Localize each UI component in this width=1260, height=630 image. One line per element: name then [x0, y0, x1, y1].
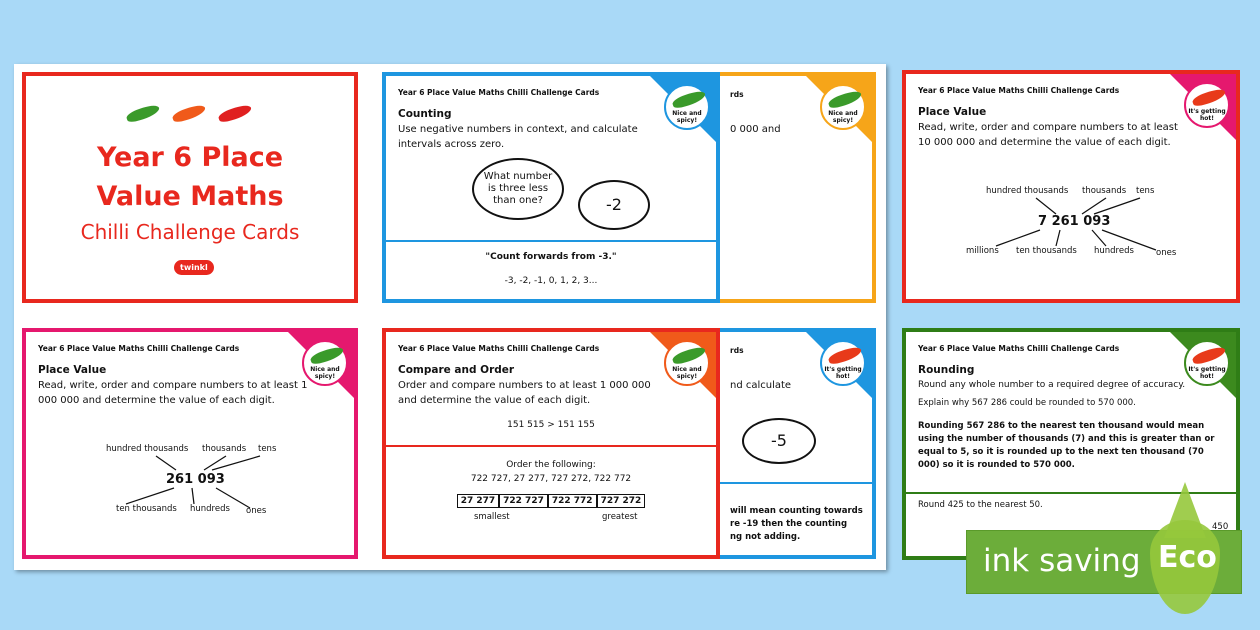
pv-label: hundred thousands	[986, 186, 1069, 196]
title-line1: Year 6 Place	[96, 142, 284, 173]
chilli-icons	[125, 103, 266, 128]
pv-label: hundred thousands	[106, 444, 189, 454]
card-compare-order: Nice and spicy! Year 6 Place Value Maths…	[382, 328, 720, 559]
question-bubble: What number is three less than one?	[472, 158, 564, 220]
pv-arrows	[125, 455, 261, 509]
greatest-label: greatest	[602, 512, 638, 522]
pv-label: thousands	[202, 444, 247, 454]
pv-label: hundreds	[190, 504, 230, 514]
card-place-value-small: Nice and spicy! Year 6 Place Value Maths…	[22, 328, 358, 559]
title-card: Year 6 Place Value Maths Chilli Challeng…	[22, 72, 358, 303]
pv-label: ten thousands	[1016, 246, 1077, 256]
card-header: Year 6 Place Value Maths Chilli Challeng…	[918, 344, 1120, 353]
badge-text: It's getting hot!	[1188, 366, 1226, 380]
card-text: nd calculate	[730, 380, 792, 391]
smallest-label: smallest	[474, 512, 510, 522]
ordered-box: 727 272	[596, 494, 646, 508]
card-desc: Read, write, order and compare numbers t…	[918, 122, 1178, 148]
pv-label: tens	[258, 444, 277, 454]
card-desc: Read, write, order and compare numbers t…	[38, 380, 308, 406]
card-place-value-large: It's getting hot! Year 6 Place Value Mat…	[902, 70, 1240, 303]
number-list: 722 727, 27 277, 727 272, 722 772	[470, 474, 632, 484]
pv-label: tens	[1136, 186, 1155, 196]
question: Explain why 567 286 could be rounded to …	[918, 398, 1136, 408]
pv-label: millions	[966, 246, 999, 256]
ink-saving-text: ink saving	[983, 543, 1141, 579]
pv-label: thousands	[1082, 186, 1127, 196]
card-desc: Order and compare numbers to at least 1 …	[398, 380, 651, 406]
card-desc: Round any whole number to a required deg…	[918, 380, 1186, 390]
title-line2: Value Maths	[96, 181, 284, 212]
answer-bubble: -5	[742, 418, 816, 464]
card-text: 0 000 and	[730, 124, 781, 135]
pv-number: 7 261 093	[1038, 214, 1111, 229]
badge-text: It's getting hot!	[1188, 108, 1226, 122]
card-counting: Nice and spicy! Year 6 Place Value Maths…	[382, 72, 720, 303]
answer-2: 450	[1212, 522, 1229, 532]
prompt: "Count forwards from -3."	[485, 252, 617, 262]
pv-label: ten thousands	[116, 504, 177, 514]
card-header: Year 6 Place Value Maths Chilli Challeng…	[398, 88, 600, 97]
answer-line: re -19 then the counting	[730, 519, 848, 529]
title-line3: Chilli Challenge Cards	[80, 220, 300, 244]
ordered-box: 722 727	[499, 494, 548, 508]
card-header: Year 6 Place Value Maths Chilli Challeng…	[918, 86, 1120, 95]
card-header: rds	[730, 346, 744, 355]
pv-label: hundreds	[1094, 246, 1134, 256]
card-blue-partial: It's getting hot! rds nd calculate -5 wi…	[700, 328, 876, 559]
eco-text: Eco	[1158, 540, 1217, 575]
card-desc: Use negative numbers in context, and cal…	[398, 124, 638, 150]
answer-bubble: -2	[578, 180, 650, 230]
answer: Rounding 567 286 to the nearest ten thou…	[918, 421, 1215, 470]
card-title: Counting	[398, 108, 452, 120]
badge-text: Nice and spicy!	[672, 366, 702, 380]
card-header: rds	[730, 90, 744, 99]
pv-number: 261 093	[166, 472, 225, 487]
prompt: Order the following:	[506, 460, 596, 470]
ordered-box: 722 772	[547, 494, 597, 508]
card-title: Place Value	[38, 364, 107, 376]
twinkl-logo: twinkl	[174, 260, 214, 275]
badge-text: Nice and spicy!	[828, 110, 858, 124]
droplet-tip	[1164, 482, 1206, 538]
badge-text: Nice and spicy!	[672, 110, 702, 124]
pv-label: ones	[246, 506, 267, 516]
ordered-boxes: 27 277 722 727 722 772 727 272	[386, 494, 716, 508]
question-2: Round 425 to the nearest 50.	[918, 500, 1043, 510]
badge-text: Nice and spicy!	[310, 366, 340, 380]
ordered-box: 27 277	[456, 494, 500, 508]
example: 151 515 > 151 155	[507, 420, 595, 430]
answer-line: ng not adding.	[730, 532, 801, 542]
card-title: Rounding	[918, 364, 975, 376]
card-orange-partial: Nice and spicy! rds 0 000 and	[700, 72, 876, 303]
card-header: Year 6 Place Value Maths Chilli Challeng…	[38, 344, 240, 353]
card-title: Compare and Order	[398, 364, 515, 376]
badge-text: It's getting hot!	[824, 366, 862, 380]
pv-label: ones	[1156, 248, 1177, 258]
card-header: Year 6 Place Value Maths Chilli Challeng…	[398, 344, 600, 353]
answer-line: will mean counting towards	[730, 506, 863, 516]
card-title: Place Value	[918, 106, 987, 118]
sequence: -3, -2, -1, 0, 1, 2, 3...	[504, 276, 598, 286]
pv-arrows	[995, 197, 1157, 251]
